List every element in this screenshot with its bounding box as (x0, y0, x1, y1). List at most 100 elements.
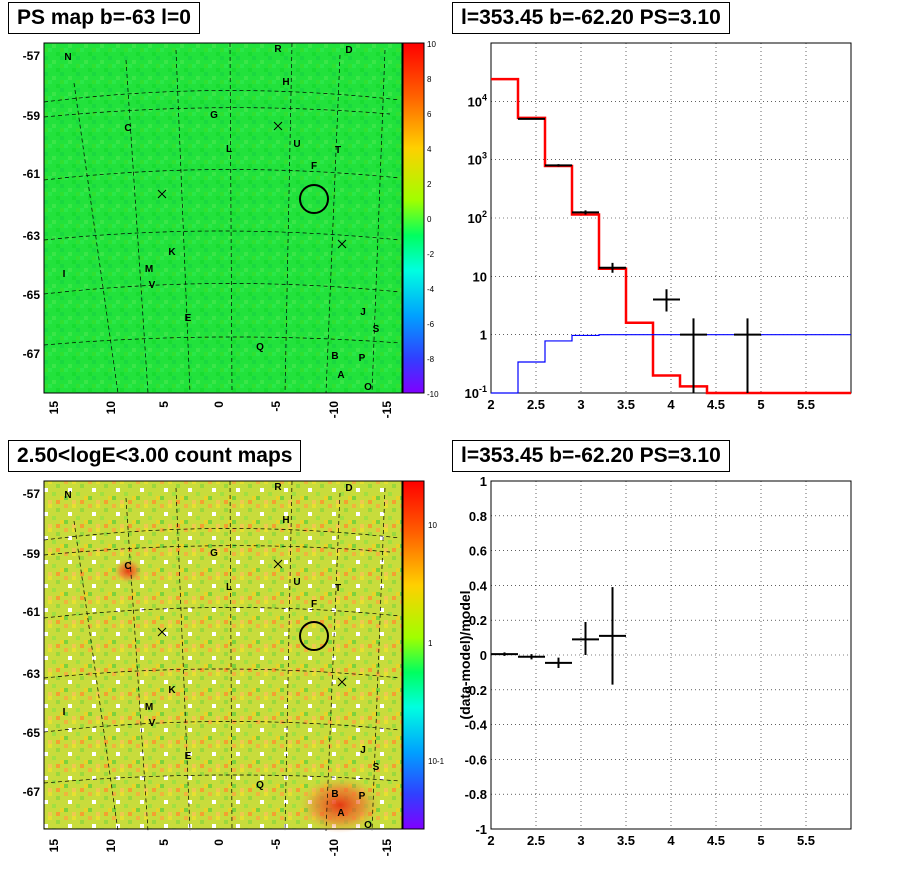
map-grid-line (371, 49, 386, 394)
lat-tick-label: -57 (23, 487, 41, 501)
residual-ytick-label: 0 (480, 648, 487, 663)
data-point-errorbar (653, 289, 680, 312)
ps-map-colorbar (402, 42, 425, 394)
count-colorbar-tick: 10 (428, 521, 437, 530)
spectrum-axis-labels: 2 2.5 3 3.5 4 4.5 5 5.5 10-1 1 10 102 103 104 (465, 92, 816, 412)
source-label-S: S (373, 762, 380, 773)
lat-tick-label: -67 (23, 785, 41, 799)
lon-tick-label: -15 (380, 839, 394, 857)
source-label-K: K (168, 685, 176, 696)
cross-marker (157, 189, 167, 199)
count-map-target-circle (299, 621, 329, 651)
residual-ytick-label: 0.2 (469, 613, 487, 628)
ps-map-title: PS map b=-63 l=0 (8, 2, 200, 34)
spectrum-xtick-label: 4 (667, 397, 675, 412)
spectrum-ytick-label: 10-1 (465, 384, 487, 401)
source-label-O: O (364, 820, 372, 831)
superscript: -1 (479, 384, 487, 394)
cross-marker (337, 239, 347, 249)
spectrum-xtick-label: 3 (577, 397, 584, 412)
count-map-colorbar (402, 480, 425, 830)
superscript: 2 (482, 209, 487, 219)
lon-tick-label: -15 (380, 401, 394, 419)
residual-xtick-label: 3.5 (617, 833, 635, 848)
residual-ytick-label: -0.8 (465, 787, 487, 802)
residual-xtick-label: 5.5 (797, 833, 815, 848)
ps-colorbar-tick: -10 (427, 390, 439, 399)
residual-series (491, 587, 626, 685)
source-label-K: K (168, 247, 176, 258)
residual-ytick-label: -0.2 (465, 683, 487, 698)
source-label-M: M (145, 702, 153, 713)
map-grid-line (284, 42, 293, 394)
data-point-errorbar (680, 318, 707, 393)
ps-map-grid (43, 42, 401, 394)
source-label-S: S (373, 324, 380, 335)
residual-xtick-label: 2.5 (527, 833, 545, 848)
source-label-G: G (210, 548, 218, 559)
source-label-H: H (282, 515, 289, 526)
ps-map-lon-ticks: 15 10 5 0 -5 -10 -15 (47, 401, 394, 419)
source-label-Q: Q (256, 780, 264, 791)
map-grid-line (229, 42, 233, 394)
residual-point-errorbar (545, 657, 572, 669)
map-grid-line (43, 283, 401, 295)
count-map-hot-spot (114, 559, 142, 583)
count-colorbar-tick: 10-1 (428, 757, 445, 766)
source-label-U: U (293, 577, 300, 588)
count-colorbar-tick: 1 (428, 639, 433, 648)
lon-tick-label: 5 (157, 401, 171, 408)
residual-ytick-label: 0.8 (469, 509, 487, 524)
lon-tick-label: -5 (269, 839, 283, 850)
map-grid-line (284, 480, 293, 832)
superscript: 4 (482, 92, 487, 102)
count-map-colorbar-ticks: 10 1 10-1 (428, 521, 445, 766)
source-label-V: V (149, 718, 156, 729)
source-label-H: H (282, 77, 289, 88)
spectrum-ytick-label: 104 (468, 92, 487, 109)
lon-tick-label: 5 (157, 839, 171, 846)
ps-colorbar-tick: -4 (427, 285, 435, 294)
residual-ytick-label: 0.4 (469, 578, 488, 593)
ps-colorbar-tick: 0 (427, 215, 432, 224)
ps-map-cross-markers (157, 121, 347, 249)
source-label-R: R (274, 482, 282, 493)
residual-ytick-label: 1 (480, 474, 487, 489)
lon-tick-label: 10 (104, 839, 118, 853)
map-grid-line (229, 480, 233, 832)
source-label-C: C (124, 561, 131, 572)
residual-xtick-label: 5 (757, 833, 764, 848)
ps-colorbar-tick: -6 (427, 320, 435, 329)
source-label-Q: Q (256, 342, 264, 353)
ps-colorbar-tick: 2 (427, 180, 432, 189)
lat-tick-label: -63 (23, 229, 41, 243)
lon-tick-label: 10 (104, 401, 118, 415)
spectrum-ytick-label: 103 (468, 151, 487, 168)
residual-point-errorbar (518, 654, 545, 660)
residual-xtick-label: 4 (667, 833, 675, 848)
residual-point-errorbar (491, 652, 518, 656)
cross-marker (157, 627, 167, 637)
spectrum-title: l=353.45 b=-62.20 PS=3.10 (452, 2, 730, 34)
map-grid-line (43, 169, 401, 181)
count-map-grid (43, 480, 401, 832)
count-map-cross-markers (157, 559, 347, 687)
ps-map-colorbar-ticks: 10 8 6 4 2 0 -2 -4 -6 -8 -10 (427, 40, 439, 399)
map-grid-line (175, 487, 191, 832)
spectrum-ytick-label: 1 (480, 328, 487, 343)
superscript: 3 (482, 151, 487, 161)
ps-map-image (43, 42, 403, 394)
spectrum-xtick-label: 5 (757, 397, 764, 412)
residual-ytick-label: -0.4 (465, 718, 488, 733)
cross-marker (337, 677, 347, 687)
source-label-I: I (63, 269, 66, 280)
map-grid-line (43, 607, 401, 619)
lat-tick-label: -57 (23, 49, 41, 63)
cross-marker (273, 559, 283, 569)
ps-map-source-labels: N R D H G C L U T F I MV K E JS Q B P A O (63, 44, 380, 393)
source-label-N: N (64, 490, 71, 501)
lat-tick-label: -59 (23, 109, 41, 123)
lat-tick-label: -63 (23, 667, 41, 681)
ps-colorbar-tick: 10 (427, 40, 436, 49)
